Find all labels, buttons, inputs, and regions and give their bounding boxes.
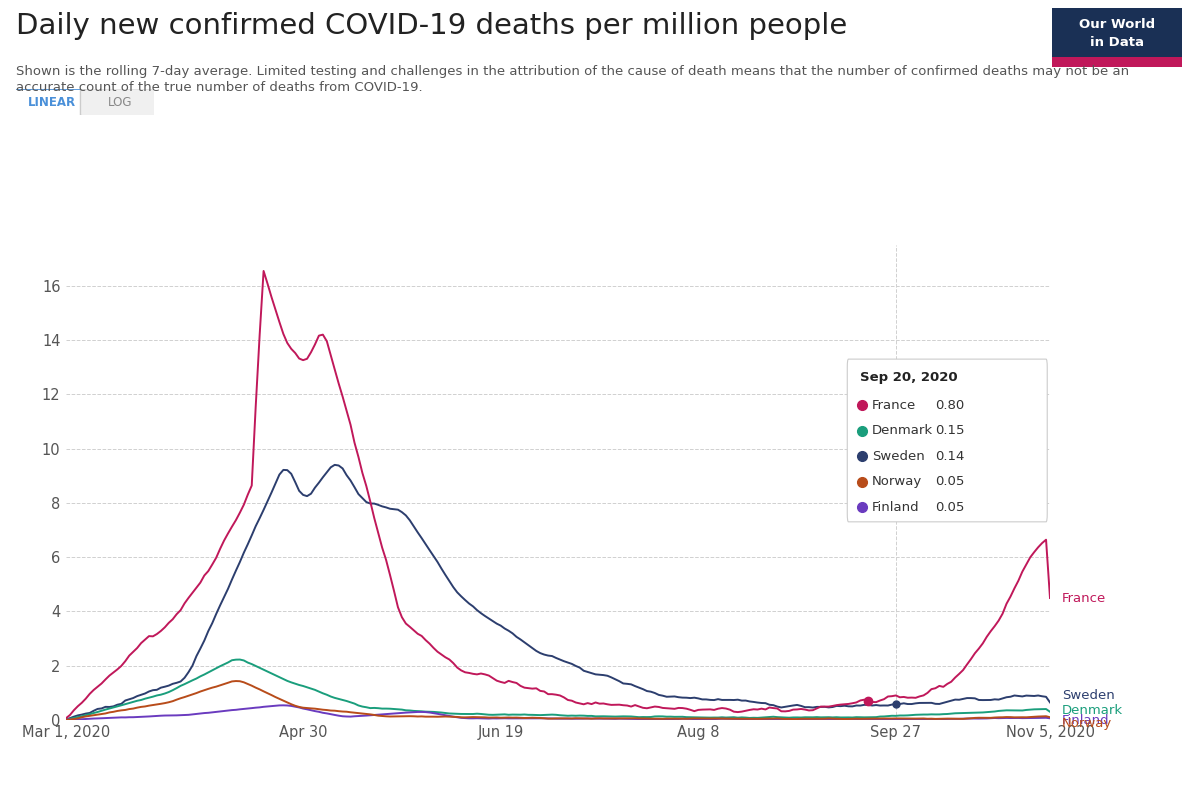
Text: Daily new confirmed COVID-19 deaths per million people: Daily new confirmed COVID-19 deaths per …	[16, 12, 847, 40]
Text: Denmark: Denmark	[872, 424, 934, 437]
Text: Norway: Norway	[1062, 717, 1112, 729]
Text: in Data: in Data	[1091, 36, 1145, 49]
Text: 0.14: 0.14	[935, 450, 965, 463]
Text: Sep 20, 2020: Sep 20, 2020	[860, 371, 958, 384]
Text: accurate count of the true number of deaths from COVID-19.: accurate count of the true number of dea…	[16, 81, 422, 93]
Text: 0.05: 0.05	[935, 501, 965, 513]
Text: Finland: Finland	[872, 501, 919, 513]
Bar	[1052, 8, 1182, 57]
Text: 0.05: 0.05	[935, 475, 965, 488]
Text: Shown is the rolling 7-day average. Limited testing and challenges in the attrib: Shown is the rolling 7-day average. Limi…	[16, 65, 1129, 78]
Text: LOG: LOG	[108, 96, 133, 108]
Bar	[1052, 57, 1182, 67]
Text: Denmark: Denmark	[1062, 704, 1123, 717]
Text: France: France	[1062, 592, 1106, 604]
FancyBboxPatch shape	[5, 89, 98, 117]
Text: Sweden: Sweden	[1062, 689, 1115, 702]
Text: 0.15: 0.15	[935, 424, 965, 437]
Text: Finland: Finland	[1062, 714, 1110, 727]
Text: Norway: Norway	[872, 475, 923, 488]
Text: Our World: Our World	[1079, 18, 1156, 31]
Text: France: France	[872, 399, 917, 412]
Text: Sweden: Sweden	[872, 450, 925, 463]
FancyBboxPatch shape	[80, 89, 161, 117]
FancyBboxPatch shape	[847, 359, 1048, 522]
Text: 0.80: 0.80	[935, 399, 965, 412]
Text: LINEAR: LINEAR	[28, 96, 76, 108]
